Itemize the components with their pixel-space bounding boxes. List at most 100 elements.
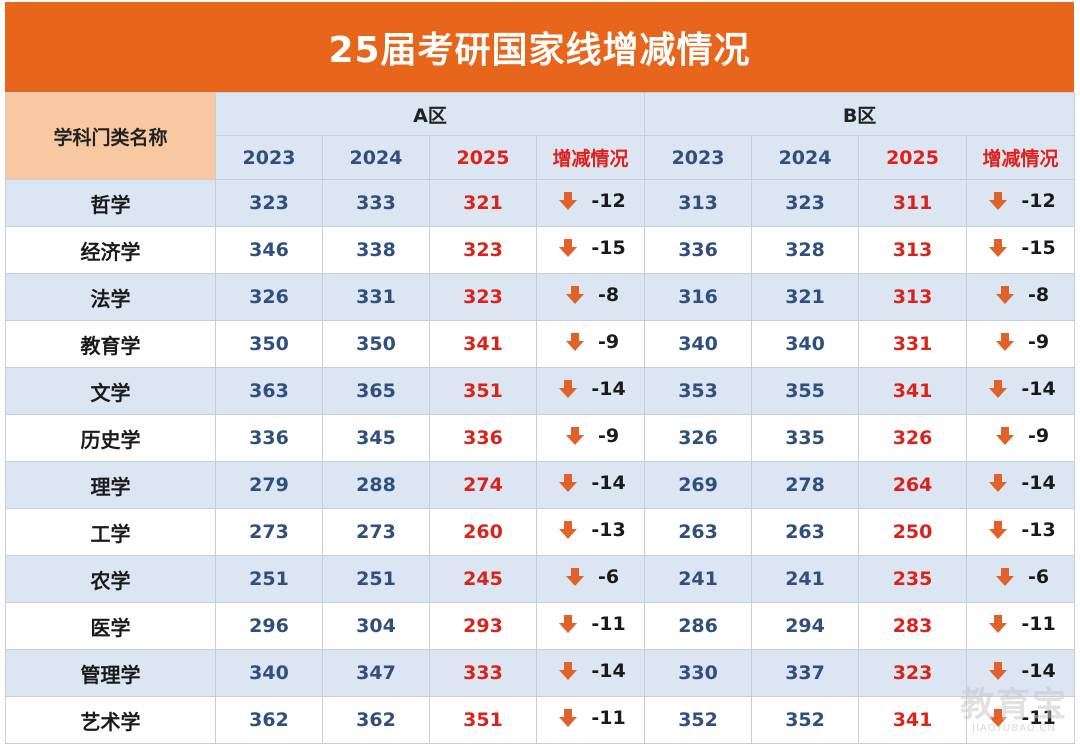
watermark-logo: 教育宝 JIAOYUBAO.CN bbox=[960, 687, 1068, 734]
score-a-2025: 336 bbox=[429, 414, 537, 462]
table-row: 理学 279 288 274 -14 269 278 264 -14 bbox=[5, 461, 1076, 509]
change-b-cell: -6 bbox=[966, 555, 1076, 603]
subject-name: 经济学 bbox=[5, 226, 216, 274]
change-value: -9 bbox=[1028, 330, 1050, 353]
change-a-cell: -14 bbox=[535, 461, 646, 509]
score-a-2023: 296 bbox=[215, 602, 323, 650]
score-a-2025: 341 bbox=[429, 320, 537, 368]
down-arrow-icon bbox=[987, 707, 1009, 729]
change-value: -14 bbox=[1021, 471, 1056, 494]
down-arrow-icon bbox=[557, 660, 579, 682]
score-b-2024: 278 bbox=[751, 461, 860, 509]
score-a-2024: 273 bbox=[322, 508, 430, 556]
score-a-2024: 331 bbox=[322, 273, 430, 321]
change-header-b: 增减情况 bbox=[966, 135, 1076, 180]
down-arrow-icon bbox=[557, 613, 579, 635]
change-b-cell: -12 bbox=[966, 179, 1076, 227]
table-row: 教育学 350 350 341 -9 340 340 331 -9 bbox=[5, 320, 1076, 368]
score-a-2023: 346 bbox=[215, 226, 323, 274]
score-b-2024: 294 bbox=[751, 602, 860, 650]
change-indicator: -9 bbox=[992, 331, 1049, 353]
change-a-cell: -9 bbox=[535, 414, 646, 462]
score-a-2023: 363 bbox=[215, 367, 323, 415]
down-arrow-icon bbox=[994, 566, 1016, 588]
score-b-2024: 321 bbox=[751, 273, 860, 321]
score-b-2023: 241 bbox=[644, 555, 753, 603]
score-a-2023: 273 bbox=[215, 508, 323, 556]
change-indicator: -8 bbox=[992, 284, 1049, 306]
watermark-subtext: JIAOYUBAO.CN bbox=[972, 723, 1056, 734]
page-title: 25届考研国家线增减情况 bbox=[328, 30, 751, 71]
score-a-2024: 288 bbox=[322, 461, 430, 509]
year-header-b-2023: 2023 bbox=[644, 135, 753, 180]
subject-name: 工学 bbox=[5, 508, 216, 556]
change-value: -8 bbox=[597, 283, 620, 306]
subject-name: 法学 bbox=[5, 273, 216, 321]
change-value: -9 bbox=[597, 330, 620, 353]
score-b-2023: 316 bbox=[644, 273, 753, 321]
score-a-2023: 251 bbox=[215, 555, 323, 603]
score-a-2025: 245 bbox=[429, 555, 537, 603]
change-indicator: -14 bbox=[555, 660, 626, 682]
table-row: 历史学 336 345 336 -9 326 335 326 -9 bbox=[5, 414, 1076, 462]
change-value: -6 bbox=[1028, 565, 1050, 588]
score-b-2025: 313 bbox=[858, 226, 968, 274]
table-row: 医学 296 304 293 -11 286 294 283 -11 bbox=[5, 602, 1076, 650]
score-a-2024: 304 bbox=[322, 602, 430, 650]
score-b-2023: 336 bbox=[644, 226, 753, 274]
table-body: 哲学 323 333 321 -12 313 323 311 -12 经济学 346 338 323 -1… bbox=[5, 179, 1076, 744]
score-a-2023: 279 bbox=[215, 461, 323, 509]
subject-name: 农学 bbox=[5, 555, 216, 603]
change-b-cell: -14 bbox=[966, 367, 1076, 415]
table-row: 经济学 346 338 323 -15 336 328 313 -15 bbox=[5, 226, 1076, 274]
score-b-2024: 323 bbox=[751, 179, 860, 227]
score-b-2023: 326 bbox=[644, 414, 753, 462]
down-arrow-icon bbox=[987, 237, 1009, 259]
score-b-2025: 326 bbox=[858, 414, 968, 462]
down-arrow-icon bbox=[994, 425, 1016, 447]
score-b-2024: 263 bbox=[751, 508, 860, 556]
change-b-cell: -14 bbox=[966, 649, 1076, 697]
table-row: 农学 251 251 245 -6 241 241 235 -6 bbox=[5, 555, 1076, 603]
subject-name: 艺术学 bbox=[5, 696, 216, 744]
score-b-2025: 283 bbox=[858, 602, 968, 650]
score-a-2025: 274 bbox=[429, 461, 537, 509]
change-indicator: -8 bbox=[562, 284, 619, 306]
change-b-cell: -11 bbox=[966, 696, 1076, 744]
change-value: -14 bbox=[1021, 659, 1056, 682]
subject-name: 哲学 bbox=[5, 179, 216, 227]
table-row: 哲学 323 333 321 -12 313 323 311 -12 bbox=[5, 179, 1076, 227]
down-arrow-icon bbox=[557, 378, 579, 400]
change-indicator: -11 bbox=[985, 707, 1056, 729]
change-indicator: -6 bbox=[562, 566, 619, 588]
change-indicator: -12 bbox=[555, 190, 626, 212]
change-b-cell: -8 bbox=[966, 273, 1076, 321]
score-b-2025: 264 bbox=[858, 461, 968, 509]
score-a-2023: 362 bbox=[215, 696, 323, 744]
change-a-cell: -14 bbox=[535, 649, 646, 697]
table-row: 法学 326 331 323 -8 316 321 313 -8 bbox=[5, 273, 1076, 321]
change-a-cell: -9 bbox=[535, 320, 646, 368]
change-value: -14 bbox=[591, 377, 626, 400]
change-indicator: -11 bbox=[555, 613, 626, 635]
score-a-2025: 323 bbox=[429, 273, 537, 321]
score-a-2024: 347 bbox=[322, 649, 430, 697]
change-a-cell: -11 bbox=[535, 696, 646, 744]
score-table: 学科门类名称 A区 B区 2023 2024 2025 增减情况 2023 20… bbox=[5, 92, 1076, 744]
table-row: 文学 363 365 351 -14 353 355 341 -14 bbox=[5, 367, 1076, 415]
down-arrow-icon bbox=[557, 707, 579, 729]
change-a-cell: -14 bbox=[535, 367, 646, 415]
score-a-2023: 336 bbox=[215, 414, 323, 462]
change-a-cell: -6 bbox=[535, 555, 646, 603]
score-a-2025: 321 bbox=[429, 179, 537, 227]
score-a-2023: 323 bbox=[215, 179, 323, 227]
change-b-cell: -15 bbox=[966, 226, 1076, 274]
down-arrow-icon bbox=[994, 284, 1016, 306]
score-b-2023: 340 bbox=[644, 320, 753, 368]
change-a-cell: -11 bbox=[535, 602, 646, 650]
change-value: -14 bbox=[1021, 377, 1056, 400]
year-header-a-2023: 2023 bbox=[215, 135, 323, 180]
year-header-b-2024: 2024 bbox=[751, 135, 860, 180]
change-indicator: -11 bbox=[985, 613, 1056, 635]
